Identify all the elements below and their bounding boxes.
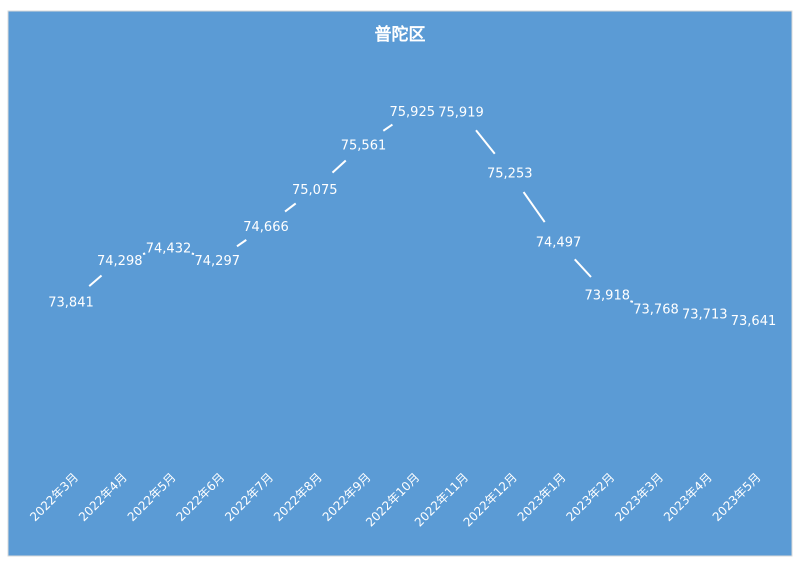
series-line-segment [574,258,592,278]
data-label: 73,918 [585,289,631,304]
data-label: 75,919 [438,106,484,121]
data-label: 73,641 [731,314,777,329]
data-label: 74,297 [195,254,241,269]
data-label: 73,768 [633,302,679,317]
data-label: 74,298 [97,254,143,269]
chart-frame [7,10,793,557]
drop-lines [70,122,755,452]
data-label: 73,841 [48,296,94,311]
data-label: 75,561 [341,138,387,153]
series-line-segment [331,159,347,174]
data-label: 75,075 [292,183,338,198]
data-label: 74,497 [536,236,582,251]
series-line-segment [284,202,297,213]
data-label: 74,432 [146,242,192,257]
data-label: 74,666 [243,220,289,235]
series-line-segment [88,274,103,287]
series-line-segment [382,123,393,132]
series-line-segment [522,191,546,223]
data-label: 73,713 [682,307,728,322]
series-line-segment [475,129,496,155]
chart-title: 普陀区 [375,24,426,45]
series-line [88,123,634,303]
data-label: 75,253 [487,166,533,181]
series-line-segment [630,300,634,303]
series-line-segment [236,239,247,248]
series-line-segment [142,252,146,255]
data-label: 75,925 [390,105,436,120]
series-line-segment [191,252,195,256]
